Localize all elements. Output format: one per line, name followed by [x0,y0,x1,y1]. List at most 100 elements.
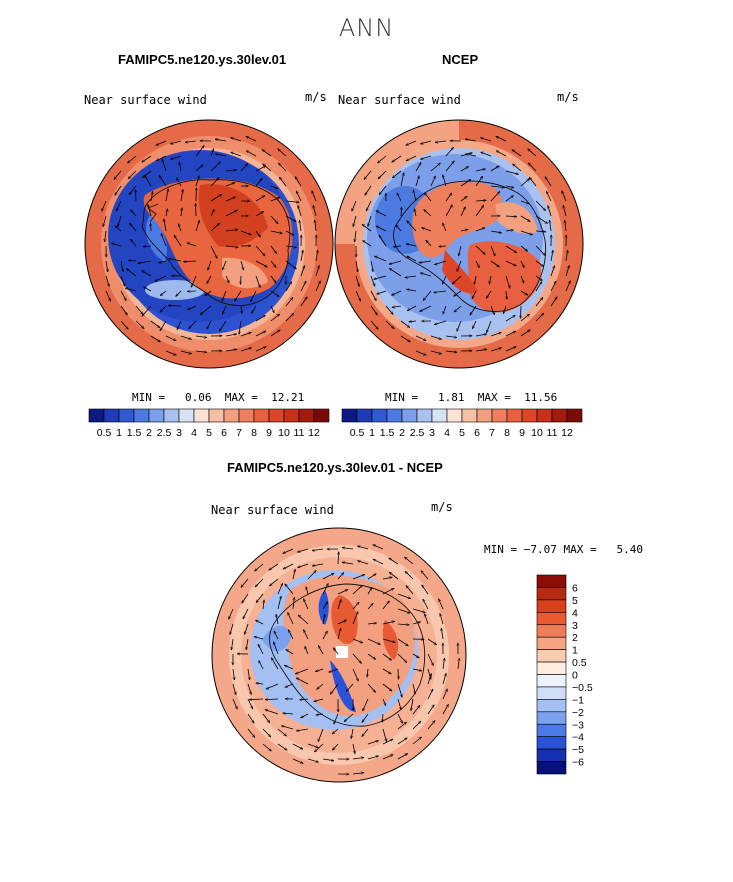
wind-arrow [246,638,249,650]
colorbar-swatch [491,408,508,423]
colorbar-swatch [536,674,567,688]
wind-arrow [490,305,495,315]
wind-arrow [460,180,471,187]
wind-arrow [270,185,278,189]
wind-vectors [101,136,571,774]
panel2-max-label: MAX = [477,391,511,404]
panel3-max-value: 5.40 [616,543,644,556]
wind-arrow [322,758,334,761]
wind-arrow [421,571,429,580]
wind-arrow [105,260,108,272]
colorbar-swatch [536,587,567,601]
wind-arrow [456,320,462,331]
wind-arrow [174,235,182,247]
wind-arrow [285,683,294,688]
colorbar-swatch [536,612,567,626]
wind-arrow [565,250,568,262]
wind-arrow [243,608,249,619]
wind-arrow [424,193,432,202]
wind-arrow [160,320,167,331]
wind-arrow [368,215,372,227]
wind-arrow [400,320,410,328]
wind-arrow [490,185,505,188]
wind-arrow [382,588,394,595]
panel2-stats: MIN = 1.81 MAX = 11.56 [385,391,557,404]
wind-arrow [304,646,309,655]
colorbar-tick-label: 1.5 [380,427,395,439]
wind-arrow [156,155,167,161]
wind-arrow [442,704,448,715]
wind-arrow [442,689,448,700]
wind-arrow [232,683,236,695]
wind-arrow [229,608,234,619]
wind-arrow [210,178,219,187]
wind-arrow [486,290,492,298]
wind-arrow [315,281,320,292]
colorbar-swatch [566,408,583,423]
wind-arrow [412,721,421,730]
wind-arrow [389,260,402,264]
panel2-variable: Near surface wind [338,93,461,107]
wind-arrow [419,260,432,263]
wind-arrow [411,698,414,711]
wind-arrow [457,260,462,272]
wind-arrow [177,178,182,187]
colorbar-swatch [313,408,330,423]
wind-arrow [427,653,433,666]
wind-arrow [225,210,237,217]
wind-arrow [142,305,152,316]
wind-arrow [520,260,524,268]
wind-arrow [255,260,267,267]
wind-arrow [460,229,468,231]
wind-arrow [379,235,387,247]
wind-arrow [465,139,477,142]
colorbar-tick-label: 2 [572,632,578,644]
wind-arrow [221,290,227,301]
wind-arrow [285,282,292,292]
colorbar-tick-label: 10 [531,427,543,439]
wind-arrow [397,713,403,723]
wind-arrow [315,250,318,262]
wind-arrow [247,728,255,738]
wind-arrow [155,275,167,281]
colorbar-swatch [253,408,270,423]
colorbar-swatch [536,649,567,663]
wind-arrow [373,544,384,550]
wind-arrow [434,320,447,325]
wind-arrow [285,260,296,269]
wind-arrow [296,191,302,202]
wind-arrow [255,178,262,187]
wind-arrow [255,315,265,322]
wind-arrow [195,165,203,172]
panel1-title: FAMIPC5.ne120.ys.30lev.01 [118,52,287,67]
wind-arrow [352,668,358,681]
wind-arrow [156,140,167,146]
wind-arrow [277,728,287,736]
wind-arrow [424,210,432,217]
wind-arrow [288,630,294,640]
wind-arrow [506,290,507,299]
colorbar-swatch [208,408,225,423]
wind-arrow [443,305,447,314]
wind-arrow [208,260,212,270]
panel3-variable: Near surface wind [211,503,334,517]
panel3-stats: MIN = −7.07 MAX = 5.40 [484,543,643,556]
wind-arrow [370,320,378,329]
wind-arrow [535,200,546,211]
wind-arrow [144,287,152,292]
wind-arrow [330,683,339,694]
wind-arrow [367,756,379,760]
wind-arrow [397,638,408,646]
wind-arrow [284,664,294,670]
panel2-min-value: 1.81 [438,391,465,404]
wind-arrow [520,230,533,235]
wind-arrow [215,154,227,157]
wind-arrow [285,201,299,202]
wind-arrow [286,650,294,655]
wind-arrow [337,620,346,625]
wind-arrow [454,305,462,312]
colorbar-tick-label: 0 [572,670,578,682]
wind-arrow [180,190,183,202]
wind-arrow [382,728,387,742]
colorbar-tick-label: −0.5 [572,682,593,694]
